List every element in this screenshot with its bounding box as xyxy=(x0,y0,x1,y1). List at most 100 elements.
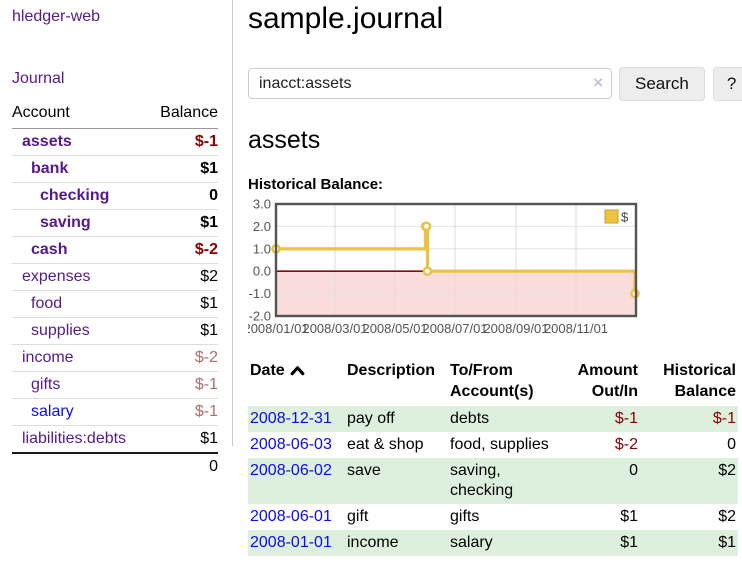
search-input[interactable] xyxy=(248,68,612,99)
account-balance: $1 xyxy=(200,430,218,447)
txn-header-amount: Amount Out/In xyxy=(577,362,638,400)
account-row: bank $1 xyxy=(12,156,218,183)
account-row: cash $-2 xyxy=(12,237,218,264)
account-balance: $1 xyxy=(200,214,218,231)
transaction-row: 2008-06-02 save saving, checking 0 $2 xyxy=(248,458,738,504)
main-content: sample.journal × Search ? assets Histori… xyxy=(243,0,742,556)
account-balance: $-1 xyxy=(194,403,218,420)
sort-ascending-icon xyxy=(290,361,305,382)
transaction-date-link[interactable]: 2008-06-02 xyxy=(250,462,332,479)
account-balance: 0 xyxy=(209,187,218,204)
transaction-balance: $-1 xyxy=(712,410,736,427)
account-link-food[interactable]: food xyxy=(31,295,63,312)
sidebar: hledger-web Journal Account Balance asse… xyxy=(0,0,233,480)
transaction-description: pay off xyxy=(347,410,395,427)
account-row: saving $1 xyxy=(12,210,218,237)
account-link-cash[interactable]: cash xyxy=(31,241,68,258)
transaction-date-link[interactable]: 2008-06-01 xyxy=(250,508,332,525)
account-link-supplies[interactable]: supplies xyxy=(31,322,90,339)
search-form: × Search ? xyxy=(248,67,742,101)
account-row: liabilities:debts $1 xyxy=(12,426,218,454)
transaction-accounts: gifts xyxy=(450,508,480,525)
account-row: checking 0 xyxy=(12,183,218,210)
account-balance: $-1 xyxy=(194,133,218,150)
svg-text:2008/01/01: 2008/01/01 xyxy=(248,321,309,336)
sidebar-item-journal[interactable]: Journal xyxy=(12,70,65,87)
transaction-balance: $2 xyxy=(718,462,736,479)
transaction-accounts: debts xyxy=(450,410,490,427)
transaction-row: 2008-06-01 gift gifts $1 $2 xyxy=(248,504,738,530)
accounts-total-row: 0 xyxy=(12,452,218,480)
txn-header-balance: Historical Balance xyxy=(663,362,736,400)
page-title: sample.journal xyxy=(248,2,444,35)
transaction-date-link[interactable]: 2008-06-03 xyxy=(250,436,332,453)
account-row: supplies $1 xyxy=(12,318,218,345)
chart-heading: Historical Balance: xyxy=(248,176,384,193)
transaction-row: 2008-01-01 income salary $1 $1 xyxy=(248,530,738,556)
transactions-table-body: 2008-12-31 pay off debts $-1 $-1 2008-06-03 ea… xyxy=(248,406,738,556)
account-link-liabilities-debts[interactable]: liabilities:debts xyxy=(22,430,127,447)
transaction-date-link[interactable]: 2008-12-31 xyxy=(250,410,332,427)
account-row: expenses $2 xyxy=(12,264,218,291)
svg-text:2008/11/01: 2008/11/01 xyxy=(544,321,608,336)
svg-text:2008/07/01: 2008/07/01 xyxy=(422,321,487,336)
txn-header-accounts: To/From Account(s) xyxy=(450,362,534,400)
transaction-balance: $2 xyxy=(718,508,736,525)
historical-balance-chart: $3.0 2.0 1.0 0.0 -1.0 -2.0 2008/01/01 2008/03/0… xyxy=(243,196,740,343)
account-row: gifts $-1 xyxy=(12,372,218,399)
transactions-table: Date Description To/From Account(s) Amou… xyxy=(248,358,738,556)
txn-header-date[interactable]: Date xyxy=(248,358,347,406)
svg-text:2008/05/01: 2008/05/01 xyxy=(362,321,427,336)
account-link-income[interactable]: income xyxy=(22,349,74,366)
accounts-table-body: assets $-1 bank $1 checking 0 saving $1 cash $-2 e… xyxy=(12,129,218,454)
search-button[interactable]: Search xyxy=(619,67,705,101)
accounts-total-value: 0 xyxy=(12,452,218,480)
account-balance: $-2 xyxy=(194,349,218,366)
transaction-amount: $1 xyxy=(620,534,638,551)
svg-text:2008/09/01: 2008/09/01 xyxy=(483,321,548,336)
chart-canvas: $3.0 2.0 1.0 0.0 -1.0 -2.02008/01/012008/03/0… xyxy=(243,197,640,336)
clear-search-icon[interactable]: × xyxy=(593,73,603,92)
transaction-amount: $-2 xyxy=(614,436,638,453)
transaction-description: eat & shop xyxy=(347,436,424,453)
account-balance: $1 xyxy=(200,322,218,339)
transaction-amount: 0 xyxy=(629,462,638,479)
svg-text:0.0: 0.0 xyxy=(253,264,271,279)
transaction-description: save xyxy=(347,462,381,479)
account-balance: $2 xyxy=(200,268,218,285)
accounts-table: Account Balance assets $-1 bank $1 checking 0… xyxy=(12,100,218,480)
transaction-amount: $-1 xyxy=(614,410,638,427)
search-help-button[interactable]: ? xyxy=(712,67,742,101)
account-row: salary $-1 xyxy=(12,399,218,426)
transaction-balance: $1 xyxy=(718,534,736,551)
svg-text:3.0: 3.0 xyxy=(253,197,271,212)
transaction-accounts: salary xyxy=(450,534,493,551)
account-balance: $-1 xyxy=(194,376,218,393)
transaction-date-link[interactable]: 2008-01-01 xyxy=(250,534,332,551)
account-row: food $1 xyxy=(12,291,218,318)
svg-text:1.0: 1.0 xyxy=(253,241,271,256)
account-link-saving[interactable]: saving xyxy=(40,214,91,231)
svg-text:-2.0: -2.0 xyxy=(249,309,271,324)
transaction-row: 2008-12-31 pay off debts $-1 $-1 xyxy=(248,406,738,432)
account-link-gifts[interactable]: gifts xyxy=(31,376,61,393)
app-brand-link[interactable]: hledger-web xyxy=(12,8,101,25)
account-balance: $-2 xyxy=(194,241,218,258)
svg-text:2008/03/01: 2008/03/01 xyxy=(302,321,367,336)
accounts-header-balance: Balance xyxy=(148,100,218,129)
account-link-bank[interactable]: bank xyxy=(31,160,69,177)
account-link-checking[interactable]: checking xyxy=(40,187,110,204)
accounts-header-account: Account xyxy=(12,100,149,129)
account-link-assets[interactable]: assets xyxy=(22,133,72,150)
transaction-accounts: saving, checking xyxy=(450,462,514,499)
account-link-expenses[interactable]: expenses xyxy=(22,268,91,285)
account-link-salary[interactable]: salary xyxy=(31,403,74,420)
transaction-row: 2008-06-03 eat & shop food, supplies $-2 0 xyxy=(248,432,738,458)
svg-text:-1.0: -1.0 xyxy=(249,286,271,301)
account-heading: assets xyxy=(248,126,321,154)
txn-header-description: Description xyxy=(347,362,436,379)
account-balance: $1 xyxy=(200,295,218,312)
svg-text:2.0: 2.0 xyxy=(253,219,271,234)
transaction-amount: $1 xyxy=(620,508,638,525)
account-row: assets $-1 xyxy=(12,129,218,156)
